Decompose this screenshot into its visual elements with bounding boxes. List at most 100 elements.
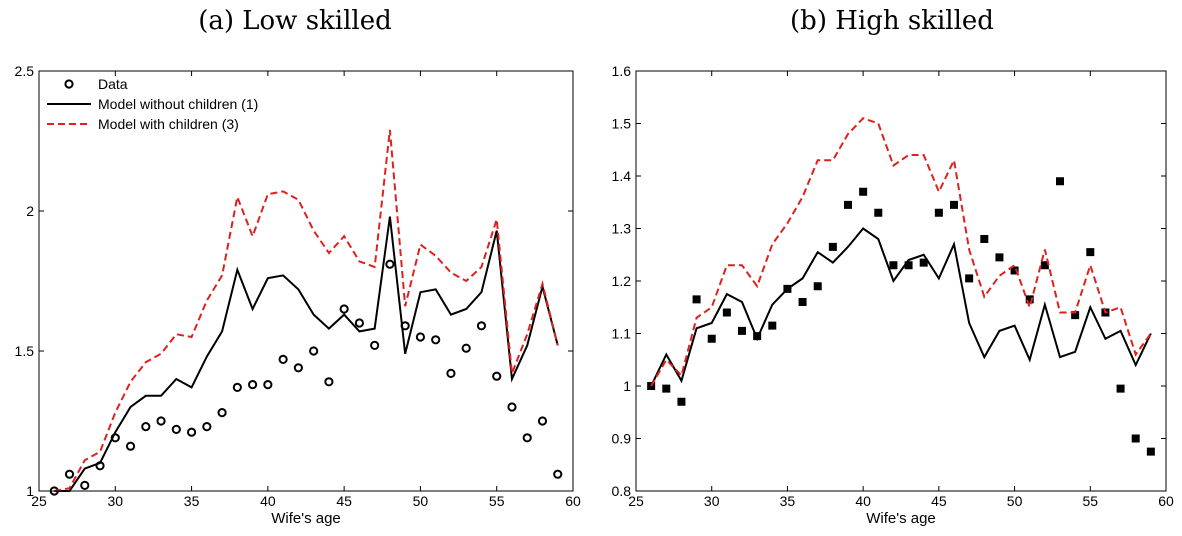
chart-b-series-0-point — [1071, 311, 1080, 320]
chart-a-xtick-label: 50 — [413, 493, 429, 509]
chart-b-ytick-label: 0.9 — [612, 431, 632, 447]
chart-b-ytick-label: 1.4 — [612, 168, 632, 184]
chart-a-series-0-point — [80, 480, 90, 490]
chart-a-series-0-point — [370, 340, 380, 350]
chart-b-series-2-line — [650, 117, 1152, 387]
chart-a-series-1-line — [54, 216, 559, 492]
chart-a-series-0-point — [202, 422, 212, 432]
chart-a-series-0-point — [553, 469, 563, 479]
chart-b-series-0-point — [1146, 447, 1155, 456]
chart-a-series-0-point — [217, 408, 227, 418]
chart-b-ytick-label: 1.3 — [612, 221, 632, 237]
chart-a-series-0-point — [415, 332, 426, 342]
chart-b-series-0-point — [1131, 434, 1140, 443]
chart-a-xtick-label: 60 — [565, 493, 581, 509]
chart-b-series-0-point — [950, 200, 958, 209]
chart-a-xtick-label: 30 — [107, 493, 123, 509]
chart-a-series-0-point — [522, 433, 532, 443]
chart-a-series-0-point — [476, 321, 487, 331]
chart-a-series-0-point — [171, 424, 181, 434]
chart-b-series-0-point — [859, 187, 868, 196]
chart-a-series-0-point — [431, 335, 441, 345]
chart-a-legend-label: Data — [98, 76, 128, 92]
chart-b-series-0-point — [980, 235, 989, 243]
chart-b-ytick-label: 1 — [623, 378, 631, 394]
chart-b-plot: 25 30 35 40 45 50 55 60 0.8 0.9 1 1.1 1.2 1.3 1.4 1.5 1.… — [612, 63, 1174, 527]
chart-a-series-0-point — [309, 346, 319, 356]
chart-b-series-0-point — [844, 200, 852, 209]
chart-a-xtick-label: 40 — [260, 493, 276, 509]
chart-a-ytick-label: 2 — [26, 203, 34, 219]
chart-b-series-0-point — [798, 298, 807, 306]
chart-b-xtick-label: 45 — [931, 493, 947, 509]
chart-b-series-0-point — [738, 326, 746, 335]
chart-a-title: (a) Low skilled — [198, 6, 392, 36]
chart-a-xtick-label: 25 — [31, 493, 47, 509]
chart-a-series-2-line — [54, 129, 559, 492]
chart-b-xtick-label: 35 — [780, 493, 796, 509]
chart-a-series-0-point — [156, 416, 166, 426]
chart-b-series-0-point — [813, 282, 822, 291]
chart-b-series-0-point — [995, 253, 1004, 262]
chart-a-series-0-point — [64, 469, 75, 479]
chart-a-xtick-label: 35 — [184, 493, 200, 509]
chart-a-xtick-label: 45 — [336, 493, 352, 509]
chart-a-frame — [38, 70, 574, 492]
chart-a-series-0-point — [385, 259, 395, 269]
chart-b-series-0-point — [904, 261, 913, 270]
chart-b-xtick-label: 30 — [704, 493, 720, 509]
chart-b-series-0-point — [889, 261, 898, 270]
chart-a-series-0-point — [186, 427, 197, 437]
chart-a-ytick-label: 1.5 — [15, 343, 35, 359]
chart-a-series-0-point — [492, 371, 502, 381]
chart-b-xtick-label: 60 — [1158, 493, 1174, 509]
chart-b-xtick-label: 55 — [1082, 493, 1098, 509]
chart-a-xlabel: Wife's age — [271, 510, 341, 527]
chart-b-series-0-point — [965, 274, 974, 283]
chart-b-series-0-point — [919, 258, 928, 267]
chart-a-series-0-point — [248, 380, 258, 390]
chart-b-series-0-point — [1025, 295, 1034, 304]
chart-a-series-0-point — [125, 441, 136, 451]
chart-b-series-0-point — [722, 308, 731, 317]
chart-b-series-0-point — [874, 208, 883, 217]
chart-a-legend-marker — [64, 79, 74, 89]
chart-b-xtick-label: 40 — [855, 493, 871, 509]
chart-b-ytick-label: 0.8 — [612, 483, 632, 499]
chart-a-ytick-label: 2.5 — [15, 63, 35, 79]
chart-b-series-0-point — [828, 242, 837, 251]
chart-a-xtick-label: 55 — [489, 493, 505, 509]
chart-b-title: (b) High skilled — [790, 6, 994, 36]
chart-b-ytick-label: 1.1 — [612, 326, 632, 342]
chart-b-series-0-point — [662, 384, 671, 393]
chart-a-series-0-point — [507, 402, 517, 412]
chart-b-series-0-point — [1116, 384, 1125, 393]
chart-b-series-0-point — [1056, 177, 1064, 186]
chart-b-series-0-point — [692, 295, 701, 304]
chart-b-series-0-point — [677, 397, 686, 406]
chart-b-series-0-point — [1010, 266, 1019, 275]
chart-a-series-0-point — [339, 304, 349, 314]
chart-b-xtick-label: 25 — [628, 493, 644, 509]
chart-a-series-0-point — [354, 318, 364, 328]
chart-b-series-0-point — [934, 208, 943, 217]
chart-a-ytick-label: 1 — [26, 483, 34, 499]
chart-b-xtick-label: 50 — [1007, 493, 1023, 509]
chart-b-xlabel: Wife's age — [866, 510, 936, 527]
chart-b-ytick-label: 1.6 — [612, 63, 632, 79]
chart-a-series-0-point — [141, 422, 151, 432]
chart-b-series-0-point — [753, 332, 762, 341]
chart-a-series-0-point — [537, 416, 548, 426]
chart-a-series-0-point — [263, 380, 273, 390]
chart-b-series-0-point — [768, 321, 777, 330]
chart-b-frame — [635, 70, 1167, 492]
chart-a-legend-label: Model without children (1) — [98, 96, 258, 112]
chart-a-series-0-point — [324, 377, 334, 387]
chart-a-legend-label: Model with children (3) — [98, 116, 239, 132]
chart-a-series-0-point — [232, 382, 242, 392]
chart-b-series-0-point — [707, 334, 716, 343]
chart-b-series-0-point — [1086, 248, 1095, 257]
chart-b-series-1-line — [650, 227, 1152, 387]
chart-a-series-0-point — [278, 354, 288, 364]
